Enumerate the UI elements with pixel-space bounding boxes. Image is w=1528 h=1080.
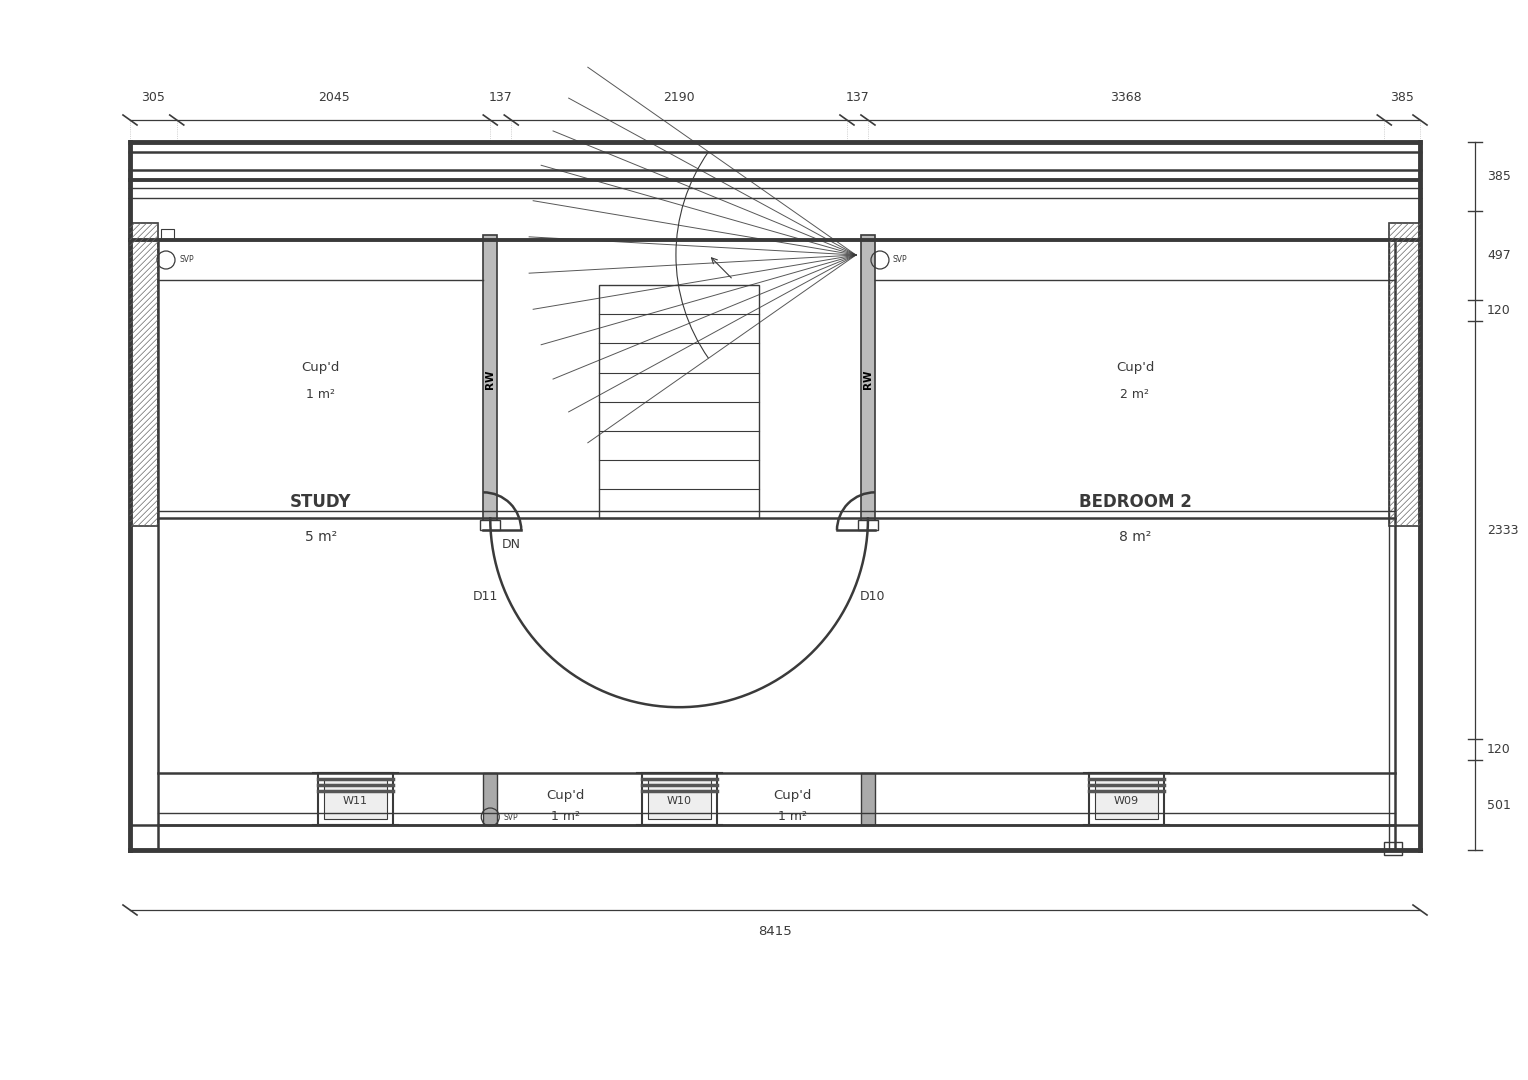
Text: W10: W10 <box>666 796 692 806</box>
Text: 2045: 2045 <box>318 91 350 104</box>
Bar <box>860 773 876 825</box>
Text: Cup'd: Cup'd <box>301 361 339 374</box>
Text: 385: 385 <box>1390 91 1413 104</box>
Bar <box>480 521 500 530</box>
Text: 2333: 2333 <box>1487 524 1519 537</box>
Text: 501: 501 <box>1487 799 1511 812</box>
Bar <box>599 285 759 518</box>
Bar <box>1094 779 1158 819</box>
Text: W09: W09 <box>1114 796 1138 806</box>
Bar <box>1384 841 1401 855</box>
Bar <box>648 779 711 819</box>
Text: Cup'd: Cup'd <box>547 788 585 801</box>
Text: 1 m²: 1 m² <box>552 810 581 823</box>
Bar <box>130 222 157 526</box>
Text: D10: D10 <box>860 591 886 604</box>
Bar <box>1389 222 1420 526</box>
Text: 137: 137 <box>845 91 869 104</box>
Bar <box>160 229 174 239</box>
Bar <box>324 779 387 819</box>
Bar <box>859 521 879 530</box>
Text: 1 m²: 1 m² <box>306 388 335 401</box>
Text: Cup'd: Cup'd <box>1115 361 1154 374</box>
Text: 385: 385 <box>1487 170 1511 183</box>
Text: BEDROOM 2: BEDROOM 2 <box>1079 494 1192 511</box>
Text: 8415: 8415 <box>758 924 792 939</box>
Text: W11: W11 <box>342 796 368 806</box>
Bar <box>318 773 393 825</box>
Text: STUDY: STUDY <box>290 494 351 511</box>
Text: 8 m²: 8 m² <box>1118 530 1151 544</box>
Text: 3368: 3368 <box>1111 91 1141 104</box>
Text: SVP: SVP <box>892 256 908 265</box>
Bar <box>642 773 717 825</box>
Bar <box>860 235 876 524</box>
Bar <box>130 222 157 526</box>
Text: 1 m²: 1 m² <box>778 810 807 823</box>
Text: 305: 305 <box>142 91 165 104</box>
Text: D11: D11 <box>472 591 498 604</box>
Text: 2 m²: 2 m² <box>1120 388 1149 401</box>
Text: 120: 120 <box>1487 743 1511 756</box>
Text: DN: DN <box>503 538 521 552</box>
Text: 137: 137 <box>489 91 512 104</box>
Text: 2190: 2190 <box>663 91 695 104</box>
Text: RW: RW <box>863 369 872 389</box>
Text: 497: 497 <box>1487 248 1511 261</box>
Bar <box>483 773 497 825</box>
Text: Cup'd: Cup'd <box>773 788 811 801</box>
Bar <box>1088 773 1164 825</box>
Text: 5 m²: 5 m² <box>304 530 336 544</box>
Text: SVP: SVP <box>179 256 194 265</box>
Text: SVP: SVP <box>503 812 518 822</box>
Text: 120: 120 <box>1487 305 1511 318</box>
Text: RW: RW <box>486 369 495 389</box>
Bar <box>483 235 497 524</box>
Bar <box>1389 222 1420 526</box>
